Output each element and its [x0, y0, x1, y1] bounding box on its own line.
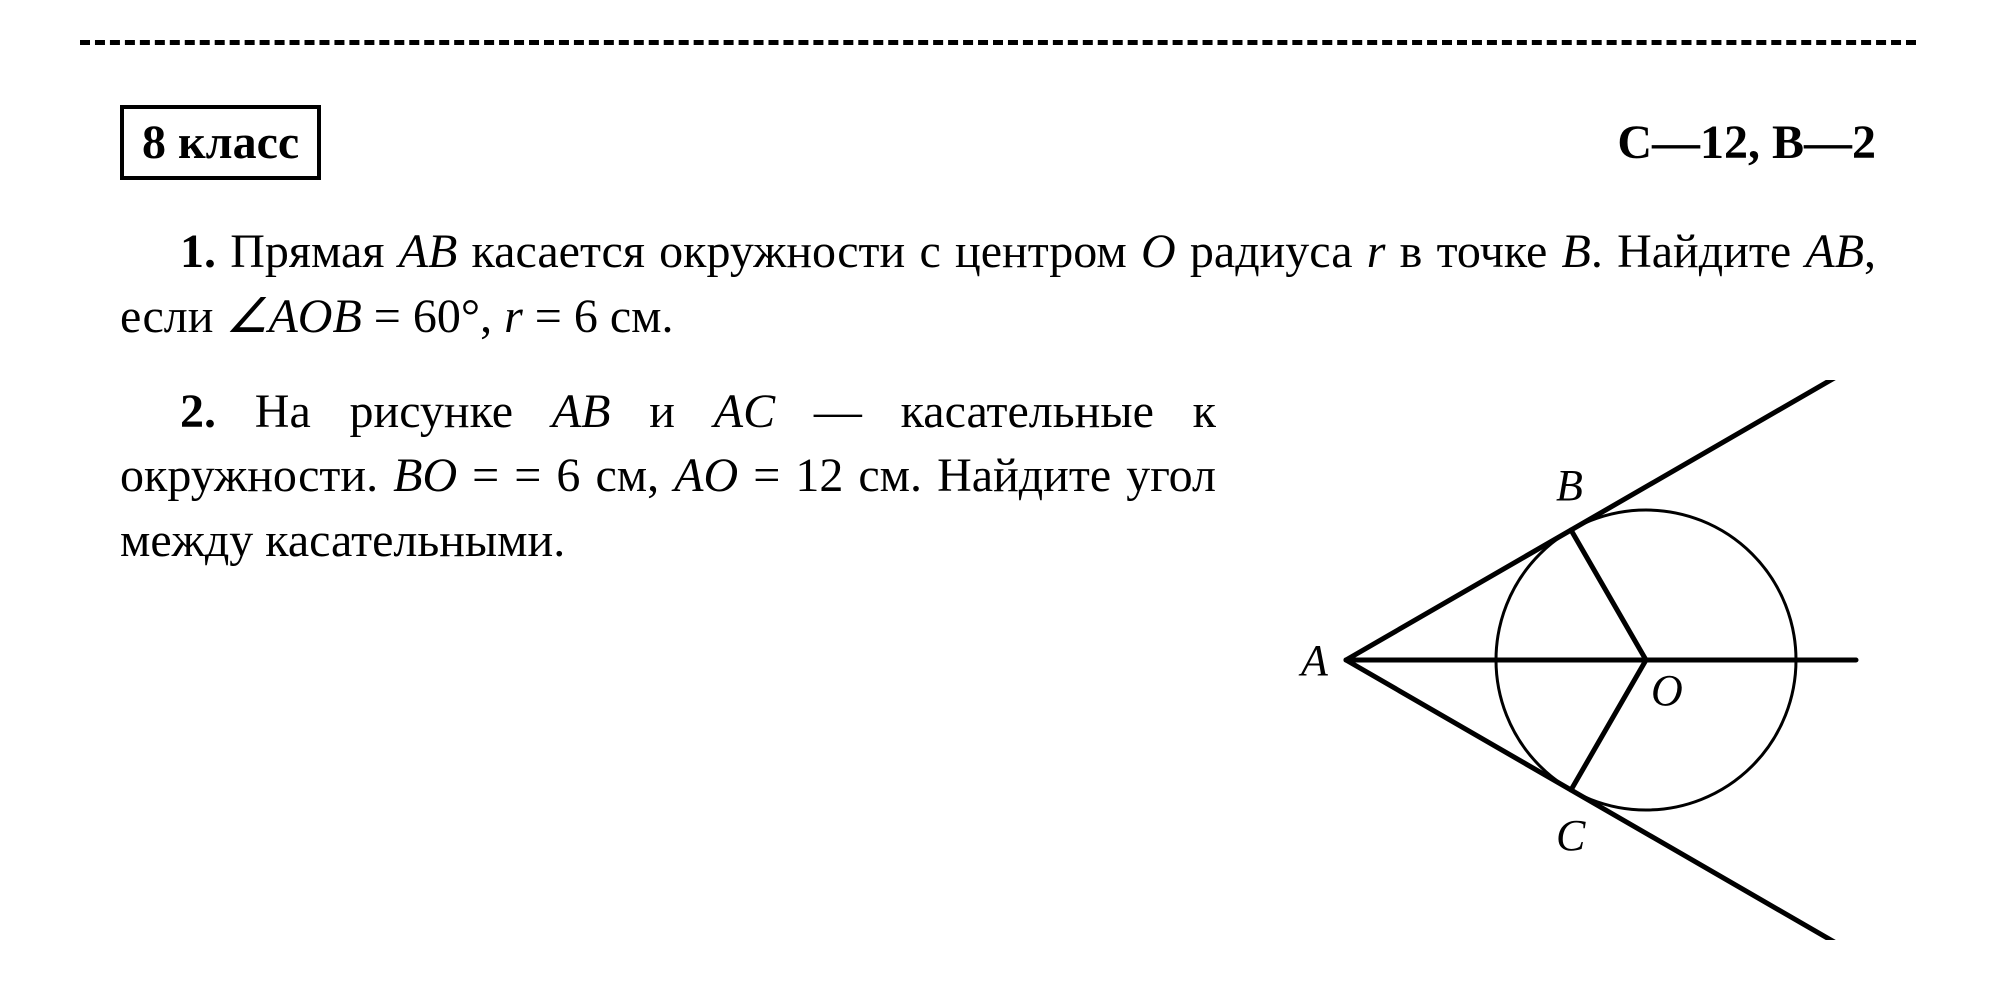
problem-2-wrap: 2. На рисунке AB и AC — касательные к ок…	[80, 380, 1916, 940]
p2-AO: AO	[674, 449, 738, 502]
problem-1: 1. Прямая AB касается окружности с центр…	[80, 220, 1916, 350]
svg-text:O: O	[1651, 666, 1683, 715]
grade-label: 8 класс	[142, 116, 299, 169]
header-row: 8 класс С—12, В—2	[80, 105, 1916, 180]
p2-BO: BO	[393, 449, 457, 502]
p1-angle: ∠AOB	[225, 290, 361, 343]
problem-2: 2. На рисунке AB и AC — касательные к ок…	[120, 380, 1216, 940]
p1-r2: r	[504, 290, 523, 343]
variant-label: С—12, В—2	[1617, 115, 1876, 170]
p2-AB: AB	[552, 385, 611, 438]
p1-AB: AB	[399, 225, 458, 278]
p1-t1: Прямая	[230, 225, 398, 278]
p2-t4: = = 6 см,	[457, 449, 674, 502]
problem-1-number: 1.	[180, 225, 216, 278]
p1-t7: = 60°,	[362, 290, 504, 343]
p2-t2: и	[610, 385, 713, 438]
figure-svg: A B C O	[1256, 380, 1876, 940]
p1-t4: в точке	[1385, 225, 1561, 278]
svg-text:B: B	[1556, 461, 1583, 510]
p1-t2: касается окружности с центром	[457, 225, 1141, 278]
p2-AC: AC	[714, 385, 775, 438]
svg-text:A: A	[1298, 636, 1329, 685]
grade-box: 8 класс	[120, 105, 321, 180]
p1-r: r	[1367, 225, 1386, 278]
geometry-figure: A B C O	[1256, 380, 1876, 940]
problem-2-number: 2.	[180, 385, 216, 438]
p1-t5: . Найдите	[1591, 225, 1806, 278]
p1-O: O	[1141, 225, 1176, 278]
p2-t1: На рисунке	[255, 385, 552, 438]
p1-B: B	[1562, 225, 1591, 278]
p1-AB2: AB	[1805, 225, 1864, 278]
p1-t3: радиуса	[1176, 225, 1367, 278]
p1-t8: = 6 см.	[523, 290, 674, 343]
separator-line	[80, 40, 1916, 45]
svg-text:C: C	[1556, 811, 1586, 860]
